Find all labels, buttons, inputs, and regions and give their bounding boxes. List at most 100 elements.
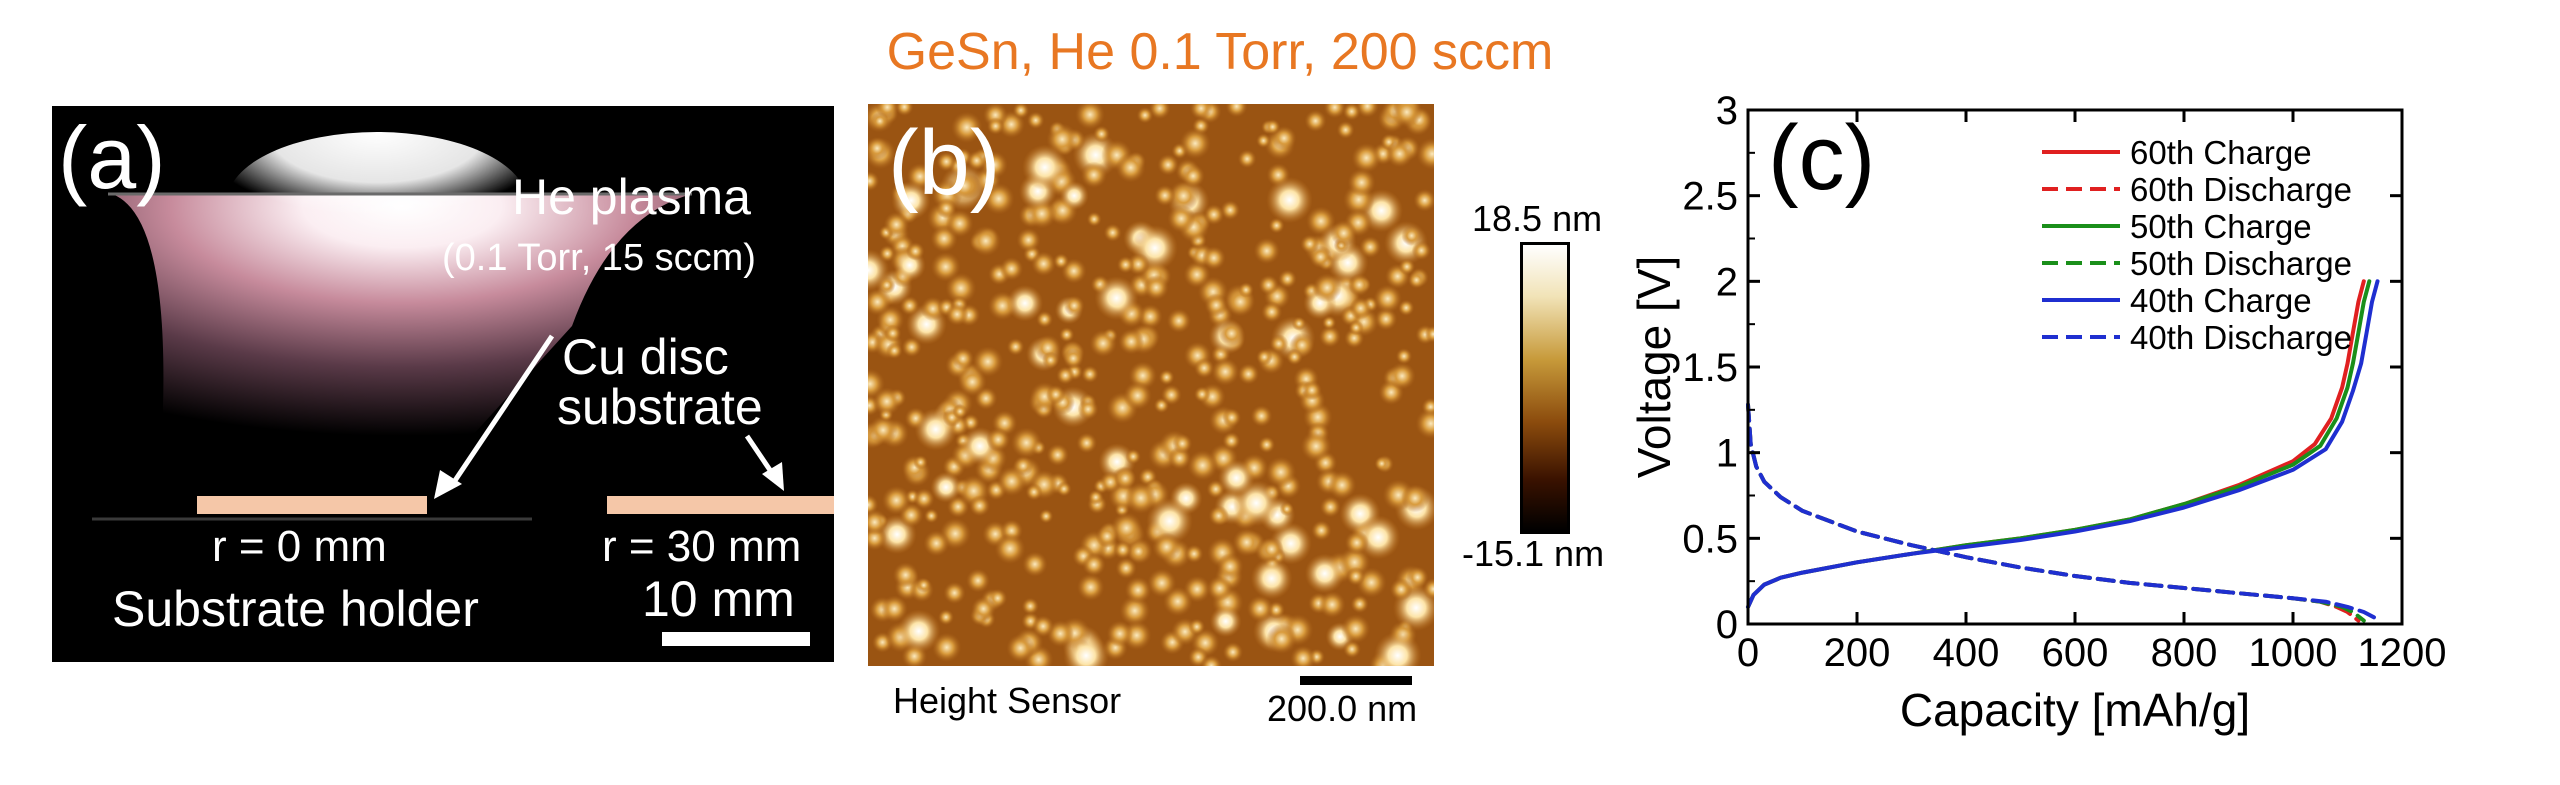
afm-grain bbox=[1311, 520, 1332, 541]
x-tick-label: 200 bbox=[1824, 631, 1891, 675]
afm-grain bbox=[1053, 253, 1070, 270]
afm-grain bbox=[1344, 530, 1369, 555]
afm-grain bbox=[1349, 297, 1372, 320]
afm-grain bbox=[1216, 553, 1244, 580]
afm-grain bbox=[1359, 236, 1382, 258]
afm-grain bbox=[1341, 614, 1371, 644]
afm-grain bbox=[1089, 329, 1117, 358]
afm-grain bbox=[1200, 655, 1223, 666]
height-colorbar bbox=[1520, 242, 1570, 534]
plasma-photo-panel: (a) He plasma (0.1 Torr, 15 sccm) Cu dis… bbox=[52, 106, 834, 662]
afm-grain bbox=[1032, 615, 1055, 638]
afm-grain bbox=[1253, 237, 1281, 265]
substrate-label-1: Cu disc bbox=[562, 329, 729, 385]
colorbar-max-label: 18.5 nm bbox=[1472, 198, 1603, 239]
afm-grain bbox=[1319, 496, 1341, 518]
afm-grain bbox=[1300, 234, 1320, 254]
afm-grain bbox=[881, 485, 911, 515]
afm-grain bbox=[1206, 575, 1233, 602]
legend-label: 50th Discharge bbox=[2130, 245, 2352, 282]
afm-grain bbox=[868, 288, 892, 316]
afm-grain bbox=[1327, 470, 1357, 500]
afm-grain bbox=[1406, 566, 1429, 589]
afm-grain bbox=[1266, 623, 1297, 655]
afm-grain bbox=[1063, 295, 1085, 317]
afm-grain bbox=[952, 404, 968, 419]
afm-grain bbox=[971, 596, 996, 622]
afm-grain bbox=[1076, 432, 1098, 454]
afm-grain bbox=[1415, 408, 1434, 439]
afm-grain bbox=[1183, 261, 1211, 289]
afm-grain bbox=[1374, 456, 1390, 471]
afm-grain bbox=[895, 104, 914, 116]
afm-grain bbox=[1208, 505, 1229, 527]
afm-grain bbox=[1261, 301, 1283, 323]
y-tick-label: 0 bbox=[1716, 603, 1738, 647]
afm-grain bbox=[880, 595, 908, 623]
afm-grain bbox=[1250, 557, 1293, 600]
afm-grain bbox=[1411, 240, 1432, 261]
arrow-r30 bbox=[744, 434, 777, 478]
y-tick-label: 0.5 bbox=[1682, 517, 1738, 561]
arrow-r0 bbox=[447, 334, 555, 490]
afm-grain bbox=[870, 112, 889, 131]
y-axis-title: Voltage [V] bbox=[1628, 256, 1680, 479]
afm-grain bbox=[1075, 104, 1105, 130]
afm-grain bbox=[1157, 154, 1179, 176]
afm-grain bbox=[1113, 540, 1133, 560]
afm-grain bbox=[1407, 271, 1426, 289]
afm-grain bbox=[1076, 573, 1105, 601]
afm-grain bbox=[1059, 181, 1089, 211]
afm-grain bbox=[1290, 645, 1316, 666]
afm-grain bbox=[1225, 104, 1248, 118]
series-line-60th-discharge bbox=[1746, 402, 2361, 623]
afm-grain bbox=[1347, 168, 1376, 197]
afm-grain bbox=[957, 367, 987, 397]
afm-grain bbox=[1136, 106, 1154, 124]
series-line-40th-charge bbox=[1746, 279, 2380, 609]
afm-grain bbox=[1237, 149, 1257, 169]
afm-grain bbox=[1012, 104, 1030, 119]
y-tick-label: 3 bbox=[1716, 89, 1738, 133]
afm-grain bbox=[1304, 553, 1345, 594]
y-tick-label: 2.5 bbox=[1682, 175, 1738, 219]
afm-grain bbox=[1082, 552, 1106, 577]
afm-grain bbox=[1259, 537, 1284, 562]
holder-label: Substrate holder bbox=[112, 581, 479, 637]
afm-grain bbox=[1148, 104, 1171, 120]
afm-grain bbox=[1042, 351, 1060, 369]
afm-grain bbox=[1010, 427, 1042, 459]
afm-grain bbox=[1374, 307, 1398, 331]
afm-grain bbox=[1046, 443, 1069, 467]
afm-grain bbox=[1238, 282, 1254, 298]
afm-grain bbox=[986, 427, 1011, 452]
afm-grain bbox=[1286, 348, 1303, 366]
afm-grain bbox=[901, 337, 922, 358]
afm-grain bbox=[868, 509, 888, 536]
afm-grain bbox=[1218, 320, 1245, 347]
afm-grain bbox=[1022, 144, 1068, 190]
afm-grain bbox=[1246, 595, 1274, 623]
afm-grain bbox=[1424, 325, 1434, 343]
afm-panel: (b) bbox=[868, 104, 1434, 666]
afm-grain bbox=[1184, 544, 1204, 564]
x-axis-title: Capacity [mAh/g] bbox=[1900, 684, 2250, 736]
afm-grain bbox=[1059, 327, 1075, 343]
afm-grain bbox=[1127, 253, 1150, 276]
legend-label: 40th Discharge bbox=[2130, 319, 2352, 356]
afm-grain bbox=[1258, 436, 1276, 454]
afm-grain bbox=[1161, 384, 1182, 406]
afm-grain bbox=[996, 466, 1027, 497]
panel-b-label: (b) bbox=[888, 112, 1000, 214]
afm-grain bbox=[1193, 386, 1211, 403]
plasma-photo: (a) He plasma (0.1 Torr, 15 sccm) Cu dis… bbox=[58, 108, 834, 646]
plasma-label: He plasma bbox=[512, 169, 751, 225]
afm-grain bbox=[1114, 467, 1137, 490]
afm-grain bbox=[1062, 348, 1084, 369]
afm-grain bbox=[966, 568, 990, 593]
afm-grain bbox=[1301, 380, 1322, 401]
afm-grain bbox=[1256, 133, 1271, 149]
afm-scale-label: 200.0 nm bbox=[1267, 688, 1418, 729]
afm-grain bbox=[999, 257, 1024, 281]
legend-label: 40th Charge bbox=[2130, 282, 2312, 319]
